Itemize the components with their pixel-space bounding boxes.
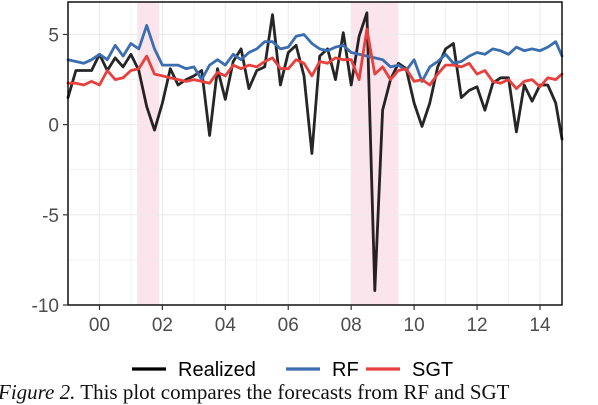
figure-caption: Figure 2. This plot compares the forecas… bbox=[0, 380, 510, 405]
series-line-realized bbox=[66, 11, 564, 293]
legend-label-rf: RF bbox=[332, 359, 359, 380]
series-line-sgt bbox=[66, 27, 564, 90]
legend: Realized RF SGT bbox=[132, 359, 453, 380]
series-lines bbox=[66, 11, 564, 293]
figure-caption-text: This plot compares the forecasts from RF… bbox=[75, 380, 510, 404]
legend-label-sgt: SGT bbox=[412, 359, 453, 380]
y-tick-label: 0 bbox=[48, 116, 59, 137]
x-tick-label: 06 bbox=[278, 315, 299, 336]
x-tick-label: 00 bbox=[89, 315, 110, 336]
x-tick-label: 02 bbox=[152, 315, 173, 336]
shaded-periods bbox=[137, 2, 399, 305]
x-tick-label: 14 bbox=[529, 315, 551, 336]
plot-panel-border bbox=[67, 1, 563, 306]
y-tick-label: -10 bbox=[32, 296, 59, 317]
x-tick-label: 10 bbox=[404, 315, 425, 336]
figure-caption-label: Figure 2. bbox=[0, 380, 76, 404]
y-tick-label: -5 bbox=[42, 206, 59, 227]
legend-label-realized: Realized bbox=[178, 359, 256, 380]
line-chart: 00 02 04 06 08 10 12 14 -10 -5 0 5 Realized RF SGT bbox=[32, 1, 564, 380]
series-line-rf bbox=[66, 23, 564, 83]
shaded-period-1 bbox=[137, 2, 160, 305]
axes: 00 02 04 06 08 10 12 14 -10 -5 0 5 bbox=[32, 1, 563, 336]
x-tick-label: 08 bbox=[341, 315, 362, 336]
y-tick-label: 5 bbox=[48, 25, 59, 46]
x-tick-label: 04 bbox=[215, 315, 237, 336]
x-tick-label: 12 bbox=[466, 315, 487, 336]
